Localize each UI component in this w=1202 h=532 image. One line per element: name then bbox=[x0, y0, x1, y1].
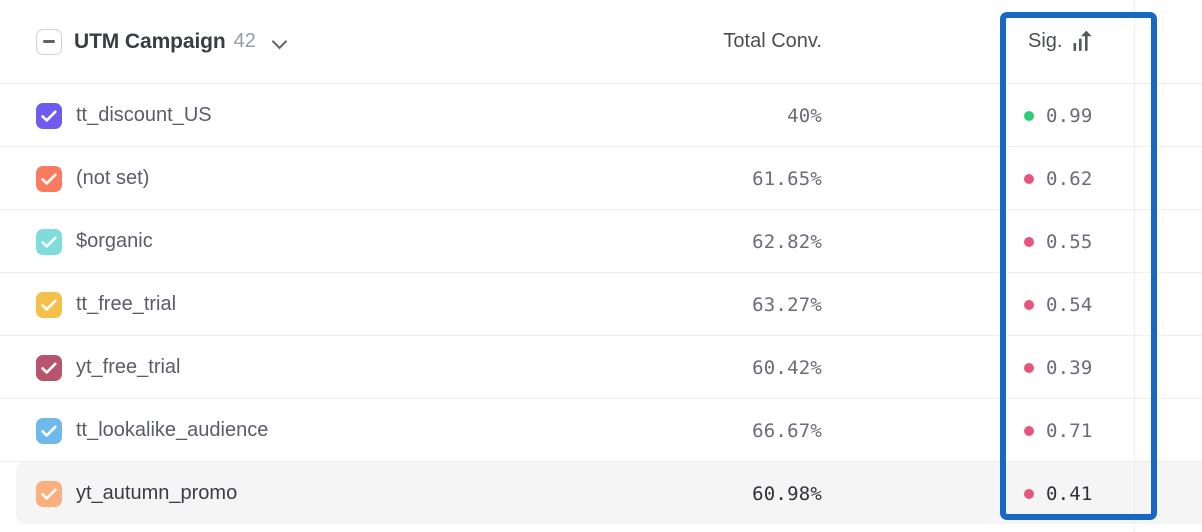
header-cell-dimension: UTM Campaign 42 bbox=[0, 0, 660, 83]
sig-value: 0.39 bbox=[1046, 356, 1093, 379]
significance-status-dot bbox=[1024, 236, 1034, 247]
row-checkbox[interactable] bbox=[36, 102, 62, 129]
cell-sig: 0.39 bbox=[1000, 336, 1134, 399]
row-checkbox[interactable] bbox=[36, 291, 62, 318]
table-body: tt_discount_US 40% 0.99 (not set) 61.65%… bbox=[0, 84, 1202, 525]
sig-value: 0.55 bbox=[1046, 230, 1093, 253]
significance-status-dot bbox=[1024, 425, 1034, 436]
cell-sig: 0.54 bbox=[1000, 273, 1134, 336]
indeterminate-dash-icon bbox=[43, 40, 55, 43]
sort-ascending-icon[interactable] bbox=[1072, 29, 1097, 54]
row-checkbox[interactable] bbox=[36, 417, 62, 444]
row-checkbox[interactable] bbox=[36, 228, 62, 255]
cell-total-conv: 60.98% bbox=[660, 462, 1000, 525]
cell-dimension: (not set) bbox=[0, 147, 660, 210]
cell-dimension: yt_autumn_promo bbox=[0, 462, 660, 525]
campaign-name: (not set) bbox=[76, 167, 150, 189]
total-conv-value: 63.27% bbox=[752, 293, 822, 316]
cell-total-conv: 40% bbox=[660, 84, 1000, 147]
table-header-row: UTM Campaign 42 Total Conv. Sig. bbox=[0, 0, 1202, 84]
sig-value: 0.62 bbox=[1046, 167, 1093, 190]
header-label-sig: Sig. bbox=[1028, 30, 1063, 52]
sig-value: 0.71 bbox=[1046, 419, 1093, 442]
cell-dimension: $organic bbox=[0, 210, 660, 273]
cell-total-conv: 61.65% bbox=[660, 147, 1000, 210]
column-divider bbox=[1134, 0, 1135, 532]
total-conv-value: 61.65% bbox=[752, 167, 822, 190]
page-title: UTM Campaign bbox=[74, 29, 226, 53]
cell-sig: 0.41 bbox=[1000, 462, 1134, 525]
cell-total-conv: 66.67% bbox=[660, 399, 1000, 462]
cell-sig: 0.71 bbox=[1000, 399, 1134, 462]
header-cell-sig[interactable]: Sig. bbox=[1000, 0, 1134, 83]
total-conv-value: 60.98% bbox=[752, 482, 822, 505]
significance-status-dot bbox=[1024, 110, 1034, 121]
cell-dimension: tt_free_trial bbox=[0, 273, 660, 336]
dimension-count: 42 bbox=[233, 30, 256, 52]
cell-sig: 0.99 bbox=[1000, 84, 1134, 147]
chevron-down-icon[interactable] bbox=[272, 34, 288, 50]
campaign-name: yt_autumn_promo bbox=[76, 482, 238, 504]
cell-dimension: yt_free_trial bbox=[0, 336, 660, 399]
total-conv-value: 62.82% bbox=[752, 230, 822, 253]
cell-total-conv: 62.82% bbox=[660, 210, 1000, 273]
significance-status-dot bbox=[1024, 488, 1034, 499]
table-row[interactable]: tt_lookalike_audience 66.67% 0.71 bbox=[0, 399, 1202, 462]
sig-value: 0.99 bbox=[1046, 104, 1093, 127]
total-conv-value: 66.67% bbox=[752, 419, 822, 442]
cell-dimension: tt_discount_US bbox=[0, 84, 660, 147]
table-row[interactable]: yt_autumn_promo 60.98% 0.41 bbox=[0, 462, 1202, 525]
campaign-name: yt_free_trial bbox=[76, 356, 181, 378]
total-conv-value: 60.42% bbox=[752, 356, 822, 379]
sig-value: 0.54 bbox=[1046, 293, 1093, 316]
total-conv-value: 40% bbox=[787, 104, 822, 127]
table-row[interactable]: tt_free_trial 63.27% 0.54 bbox=[0, 273, 1202, 336]
row-checkbox[interactable] bbox=[36, 165, 62, 192]
campaign-name: tt_discount_US bbox=[76, 104, 212, 126]
cell-total-conv: 60.42% bbox=[660, 336, 1000, 399]
significance-status-dot bbox=[1024, 299, 1034, 310]
campaign-name: tt_lookalike_audience bbox=[76, 419, 269, 441]
cell-sig: 0.62 bbox=[1000, 147, 1134, 210]
header-label-total-conv: Total Conv. bbox=[723, 30, 822, 52]
sig-value: 0.41 bbox=[1046, 482, 1093, 505]
cell-sig: 0.55 bbox=[1000, 210, 1134, 273]
cell-dimension: tt_lookalike_audience bbox=[0, 399, 660, 462]
table-row[interactable]: $organic 62.82% 0.55 bbox=[0, 210, 1202, 273]
table-row[interactable]: tt_discount_US 40% 0.99 bbox=[0, 84, 1202, 147]
table-row[interactable]: yt_free_trial 60.42% 0.39 bbox=[0, 336, 1202, 399]
cell-total-conv: 63.27% bbox=[660, 273, 1000, 336]
table-row[interactable]: (not set) 61.65% 0.62 bbox=[0, 147, 1202, 210]
row-checkbox[interactable] bbox=[36, 480, 62, 507]
campaign-name: $organic bbox=[76, 230, 153, 252]
row-checkbox[interactable] bbox=[36, 354, 62, 381]
significance-status-dot bbox=[1024, 173, 1034, 184]
significance-status-dot bbox=[1024, 362, 1034, 373]
select-all-checkbox[interactable] bbox=[36, 28, 62, 55]
campaign-name: tt_free_trial bbox=[76, 293, 177, 315]
header-cell-total-conv[interactable]: Total Conv. bbox=[660, 0, 1000, 83]
